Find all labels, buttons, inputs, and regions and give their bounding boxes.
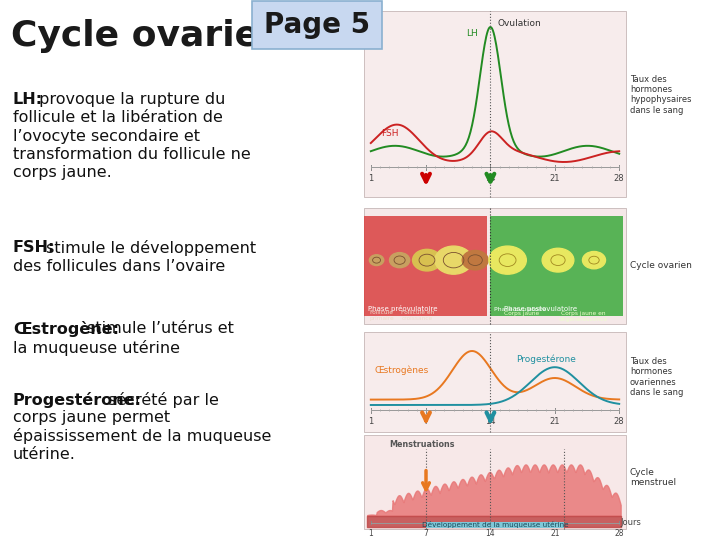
Text: Ovulation: Ovulation (498, 19, 541, 28)
Text: Corps jaune en
dégénérescence: Corps jaune en dégénérescence (559, 310, 608, 322)
Text: LH: LH (467, 29, 478, 38)
Text: stimule le développement: stimule le développement (40, 240, 256, 256)
Circle shape (462, 251, 488, 270)
Text: des follicules dans l’ovaire: des follicules dans l’ovaire (13, 259, 225, 274)
Text: Follicule
primaire: Follicule primaire (369, 310, 394, 321)
Text: sécrété par le: sécrété par le (103, 392, 219, 408)
Text: utérine.: utérine. (13, 447, 76, 462)
Text: Page 5: Page 5 (264, 11, 370, 39)
Text: Corps jaune: Corps jaune (505, 310, 539, 315)
Text: 21: 21 (549, 174, 560, 184)
Text: Progestérone: Progestérone (516, 355, 575, 365)
Bar (426, 522, 564, 528)
Text: 28: 28 (614, 417, 624, 427)
Text: 1: 1 (368, 174, 374, 184)
Text: FSH:: FSH: (13, 240, 55, 255)
Text: 28: 28 (614, 529, 624, 538)
Text: Cycle
menstruel: Cycle menstruel (630, 468, 676, 487)
Circle shape (542, 248, 574, 272)
Text: la muqueuse utérine: la muqueuse utérine (13, 340, 180, 356)
FancyBboxPatch shape (364, 435, 626, 529)
Circle shape (369, 255, 384, 266)
Text: 21: 21 (550, 529, 559, 538)
FancyBboxPatch shape (364, 208, 626, 324)
Text: provoque la rupture du: provoque la rupture du (34, 92, 225, 107)
Text: Cycle ovarien: Cycle ovarien (11, 19, 284, 53)
Text: Menstruations: Menstruations (390, 440, 455, 449)
Text: 21: 21 (549, 417, 560, 427)
Text: follicule et la libération de: follicule et la libération de (13, 110, 222, 125)
Text: corps jaune permet: corps jaune permet (13, 410, 170, 425)
Text: Phase préovulatoire: Phase préovulatoire (369, 305, 438, 312)
Circle shape (489, 246, 526, 274)
Circle shape (413, 249, 441, 271)
Bar (364, 216, 487, 316)
Text: corps jaune.: corps jaune. (13, 165, 112, 180)
Text: Progestérone:: Progestérone: (13, 392, 142, 408)
Text: Follicule en
croissance: Follicule en croissance (401, 310, 434, 321)
Text: LH:: LH: (13, 92, 43, 107)
Text: Phase postovulatoire: Phase postovulatoire (504, 306, 577, 312)
Text: FSH: FSH (382, 129, 399, 138)
Text: 1: 1 (368, 417, 374, 427)
Text: 28: 28 (614, 174, 624, 184)
Text: 14: 14 (485, 417, 495, 427)
Text: 7: 7 (423, 174, 428, 184)
Text: Taux des
hormones
hypophysaires
dans le sang: Taux des hormones hypophysaires dans le … (630, 75, 691, 114)
Circle shape (390, 253, 410, 268)
Text: Phase ovulatoire: Phase ovulatoire (494, 307, 546, 312)
Text: épaississement de la muqueuse: épaississement de la muqueuse (13, 428, 271, 444)
FancyBboxPatch shape (252, 1, 382, 49)
FancyBboxPatch shape (364, 332, 626, 432)
Bar (490, 216, 623, 316)
Text: Œstrogènes: Œstrogènes (374, 366, 428, 375)
Text: l’ovocyte secondaire et: l’ovocyte secondaire et (13, 129, 200, 144)
Text: Développement de la muqueuse utérine: Développement de la muqueuse utérine (422, 522, 568, 528)
Text: transformation du follicule ne: transformation du follicule ne (13, 147, 251, 162)
FancyBboxPatch shape (364, 11, 626, 197)
Text: 1: 1 (369, 529, 373, 538)
Circle shape (435, 246, 472, 274)
Text: 7: 7 (423, 529, 428, 538)
Text: Œstrogène:: Œstrogène: (13, 321, 119, 338)
Text: Cycle ovarien: Cycle ovarien (630, 261, 692, 271)
Text: stimule l’utérus et: stimule l’utérus et (82, 321, 234, 336)
Text: Jours: Jours (621, 518, 642, 527)
Text: Taux des
hormones
ovariennes
dans le sang: Taux des hormones ovariennes dans le san… (630, 357, 683, 397)
Text: 7: 7 (423, 417, 428, 427)
Text: 14: 14 (485, 529, 495, 538)
Text: 14: 14 (485, 174, 495, 184)
Circle shape (582, 252, 606, 269)
